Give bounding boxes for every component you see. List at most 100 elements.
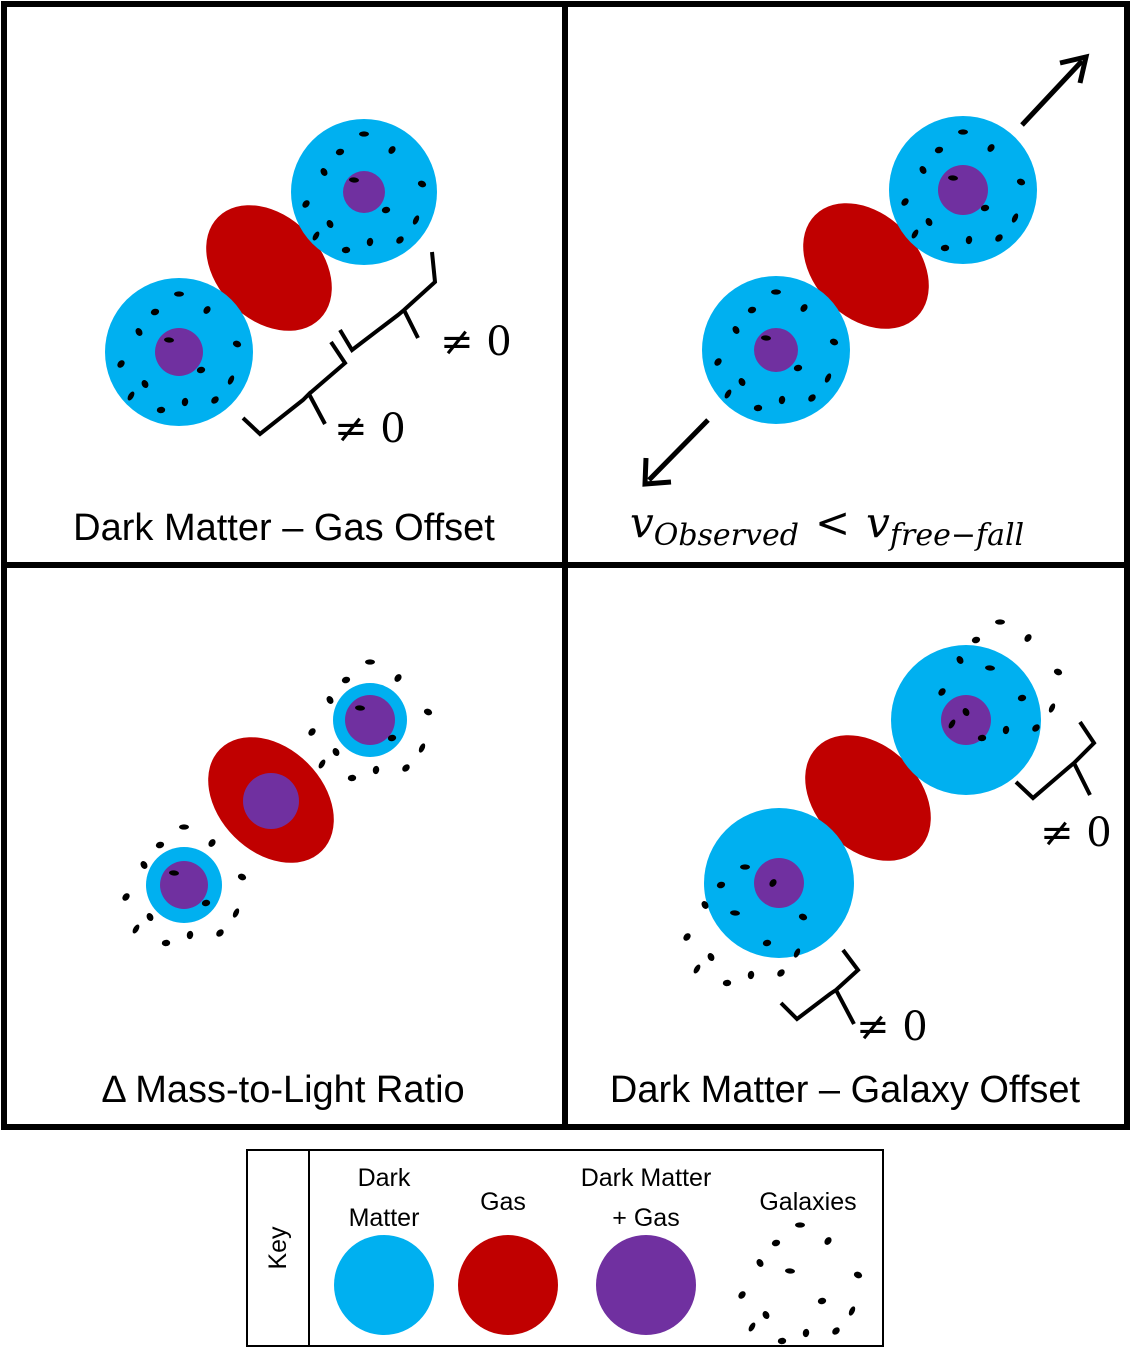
galaxy-dot [701,901,709,909]
galaxy-dot [302,200,310,208]
galaxy-dot [122,893,130,901]
galaxy-dot [237,873,247,881]
galaxy-dot [135,328,143,336]
galaxy-dot [934,146,944,154]
offset-brace [779,948,861,1025]
galaxy-dot [925,217,933,227]
galaxy-dot [948,719,956,729]
panel-top-left: ≠ 0 ≠ 0 Dark Matter – Gas Offset [73,119,512,549]
galaxy-dot [174,291,184,297]
galaxy-dot [150,308,160,316]
dark-matter-gas-core [160,861,208,909]
galaxy-dot [349,177,359,183]
galaxy-dot [740,864,750,870]
galaxy-dot [1017,694,1027,702]
galaxy-dot [117,360,125,368]
legend-label: + Gas [612,1204,679,1232]
legend-frame [246,1149,884,1347]
galaxy-dot [227,375,235,385]
galaxy-dot [948,175,958,181]
galaxy-dot [365,659,375,665]
galaxy-dot [208,839,216,847]
dark-matter-gas-core [754,328,798,372]
offset-label: ≠ 0 [334,406,406,452]
galaxy-dot [995,619,1005,625]
galaxy-dot [164,337,174,343]
galaxy-dot [320,168,328,176]
galaxy-dot [141,379,149,389]
galaxy-dot [388,146,396,154]
panel-caption: Dark Matter – Galaxy Offset [610,1069,1081,1111]
galaxy-dot [196,366,206,374]
galaxy-dot [747,306,757,314]
galaxy-dot [387,734,397,742]
dark-matter-gas-core [941,695,991,745]
galaxy-dot [771,1239,781,1247]
legend-label: Dark [358,1164,411,1192]
galaxy-dot [748,1322,756,1332]
galaxy-dot [962,707,970,717]
galaxy-dot [995,234,1003,242]
offset-label: ≠ 0 [440,319,512,365]
galaxy-dot [793,364,803,372]
gas-cloud [803,203,929,329]
offset-brace [338,251,438,353]
panel-bottom-left: Δ Mass-to-Light Ratio [101,659,465,1111]
galaxy-dot [965,235,973,245]
galaxy-dot [987,144,995,152]
galaxy-dot [156,406,166,414]
galaxy-dot [216,929,224,937]
galaxy-dots [683,619,1063,987]
galaxy-dot [829,338,839,346]
galaxy-dot [716,881,726,889]
galaxy-dot [824,373,832,383]
galaxy-dot [753,404,763,412]
galaxy-dot [732,326,740,334]
galaxy-dot [372,765,380,775]
galaxy-dot [203,306,211,314]
galaxy-dot [359,131,369,137]
galaxy-dot [140,861,148,869]
galaxy-dot [232,340,242,348]
panel-top-right: vObserved < vfree−fall [630,53,1090,553]
dark-matter-gas-core [754,858,804,908]
galaxy-dot [132,924,140,934]
galaxy-dot [738,377,746,387]
galaxy-dot [824,1237,832,1245]
legend-label: Gas [480,1188,526,1216]
galaxy-dot [848,1306,856,1316]
galaxy-dot [423,708,433,716]
galaxy-dot [417,180,427,188]
galaxy-dot [186,930,194,940]
panel-bottom-right: ≠ 0 ≠ 0 Dark Matter – Galaxy Offset [610,619,1112,1111]
galaxy-dot [127,391,135,401]
galaxy-dot [724,389,732,399]
galaxies-icon [738,1222,863,1345]
dark-matter-gas-core [155,328,203,376]
galaxy-dot [777,1337,787,1345]
velocity-inequality: vObserved < vfree−fall [630,498,1024,553]
galaxy-dots [122,659,433,947]
galaxy-dot [155,841,165,849]
galaxy-dot [800,304,808,312]
galaxy-dot [381,206,391,214]
galaxy-dot [341,246,351,254]
galaxy-dot [762,1310,770,1320]
galaxy-dot [793,948,801,958]
galaxy-dot [938,688,946,696]
legend-label: Dark Matter [581,1164,712,1192]
offset-label: ≠ 0 [1040,810,1112,856]
galaxy-dot [707,952,715,962]
galaxy-dot [919,166,927,174]
galaxy-dot [756,1259,764,1267]
galaxy-dot [402,764,410,772]
legend: Key Dark Matter Gas Dark Matter + Gas Ga… [246,1149,884,1347]
legend-swatch-gas [458,1235,558,1335]
galaxy-dot [318,759,326,769]
dark-matter-gas-core [343,171,385,213]
galaxy-dots [714,129,1026,412]
dark-matter-gas-core [938,165,988,215]
legend-swatch-dark-matter-gas [596,1235,696,1335]
galaxy-dot [1016,178,1026,186]
galaxy-dot [940,244,950,252]
